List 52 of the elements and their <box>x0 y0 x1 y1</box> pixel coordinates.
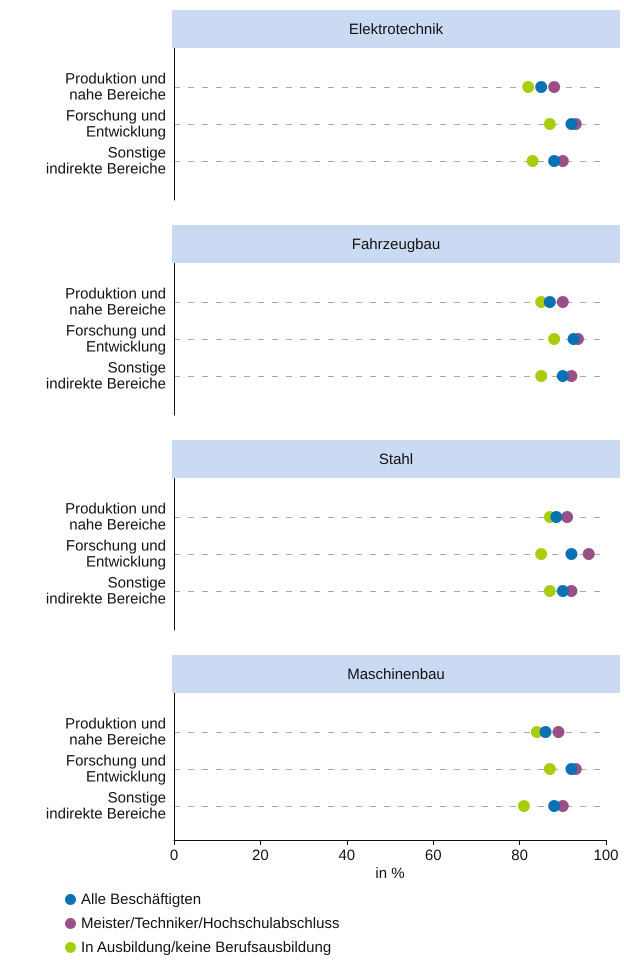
y-tick-label: Forschung und Entwicklung <box>66 752 166 786</box>
point <box>556 296 569 308</box>
x-tick-label: 60 <box>424 847 442 864</box>
chart-title: Stahl <box>172 440 620 478</box>
point <box>565 548 578 560</box>
y-tick-label: Forschung und Entwicklung <box>66 322 166 356</box>
point <box>544 118 556 130</box>
point <box>548 155 560 167</box>
point <box>568 333 580 345</box>
y-tick-label: Sonstige indirekte Bereiche <box>46 360 166 392</box>
point <box>544 763 556 775</box>
y-tick-label: Produktion und nahe Bereiche <box>65 500 166 534</box>
legend-label: Meister/Techniker/Hochschulabschluss <box>81 915 340 932</box>
x-tick-label: 40 <box>338 847 356 864</box>
chart-title: Fahrzeugbau <box>172 225 620 263</box>
point <box>565 118 578 130</box>
point <box>582 548 595 560</box>
x-tick-label: 0 <box>170 847 178 864</box>
point <box>535 548 548 560</box>
point <box>548 800 560 812</box>
x-tick-label: 80 <box>511 847 528 864</box>
point <box>522 81 534 93</box>
y-tick-label: Sonstige indirekte Bereiche <box>46 144 166 178</box>
point <box>535 370 548 382</box>
y-tick-label: Forschung und Entwicklung <box>66 538 166 570</box>
point <box>535 81 548 93</box>
point <box>518 800 530 812</box>
y-tick-label: Produktion und nahe Bereiche <box>65 286 166 318</box>
legend-label: Alle Beschäftigten <box>81 891 202 908</box>
point <box>552 726 564 738</box>
point <box>565 763 578 775</box>
x-tick-label: 20 <box>252 847 269 864</box>
point <box>526 155 539 167</box>
point <box>548 333 560 345</box>
chart-title: Elektrotechnik <box>172 10 620 48</box>
x-axis-title: in % <box>375 865 405 882</box>
y-tick-label: Produktion und nahe Bereiche <box>65 70 166 104</box>
point <box>540 726 552 738</box>
y-tick-label: Forschung und Entwicklung <box>66 108 166 140</box>
point <box>544 585 556 597</box>
x-tick-label: 100 <box>593 847 619 864</box>
point <box>550 511 562 523</box>
point <box>561 511 574 523</box>
y-tick-label: Produktion und nahe Bereiche <box>65 716 166 748</box>
point <box>544 296 556 308</box>
point <box>556 370 569 382</box>
point <box>548 81 560 93</box>
y-tick-label: Sonstige indirekte Bereiche <box>46 574 166 608</box>
chart-title: Maschinenbau <box>172 655 620 693</box>
legend-label: In Ausbildung/keine Berufsausbildung <box>81 939 332 956</box>
y-tick-label: Sonstige indirekte Bereiche <box>46 790 166 822</box>
point <box>556 585 569 597</box>
